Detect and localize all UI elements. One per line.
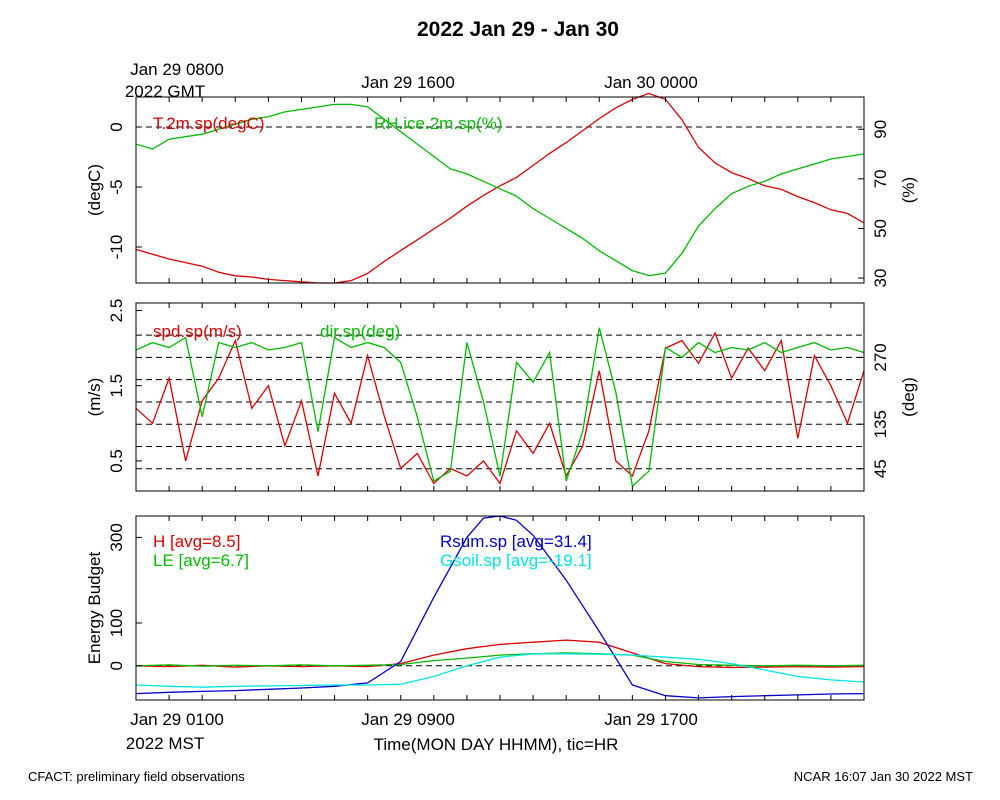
series-line-h-avg-8-5- bbox=[135, 639, 865, 669]
footer-right: NCAR 16:07 Jan 30 2022 MST bbox=[794, 769, 973, 784]
y-tick-label: 0 bbox=[107, 661, 126, 670]
series-line-gsoil-sp-avg-19-1- bbox=[135, 653, 865, 688]
top-time-label-1: Jan 29 0800 bbox=[130, 60, 224, 79]
series-line-le-avg-6-7- bbox=[135, 652, 865, 667]
legend-entry: Rsum.sp [avg=31.4] bbox=[440, 532, 592, 551]
y-tick-label: 0 bbox=[107, 122, 126, 131]
chart-title: 2022 Jan 29 - Jan 30 bbox=[417, 18, 619, 41]
y-axis-label: (m/s) bbox=[85, 378, 104, 417]
y2-axis-label: (%) bbox=[899, 177, 918, 203]
y-tick-label: -10 bbox=[107, 235, 126, 260]
wind-panel: 2.5 1.5 0.5 270 135 45 (m/s) (deg) spd.sp(m/s) di… bbox=[85, 299, 918, 492]
bottom-time-label-1-sub: 2022 MST bbox=[126, 734, 204, 753]
y-tick-label: 300 bbox=[107, 523, 126, 551]
legend-entry: T.2m.sp(degC) bbox=[153, 114, 264, 133]
y-tick-label: 0.5 bbox=[107, 449, 126, 473]
y2-axis-label: (deg) bbox=[899, 377, 918, 417]
bottom-time-label-2: Jan 29 0900 bbox=[361, 710, 455, 729]
bottom-time-label-1: Jan 29 0100 bbox=[130, 710, 224, 729]
y2-tick-label: 135 bbox=[871, 410, 890, 438]
legend-entry: LE [avg=6.7] bbox=[153, 551, 249, 570]
top-time-label-1-sub: 2022 GMT bbox=[125, 82, 205, 101]
y2-tick-label: 90 bbox=[871, 120, 890, 139]
y-axis-label: Energy Budget bbox=[85, 551, 104, 664]
series-line-dir-sp-deg- bbox=[135, 327, 865, 488]
bottom-time-label-3: Jan 29 1700 bbox=[604, 710, 698, 729]
plot-frame bbox=[135, 302, 865, 492]
y2-tick-label: 50 bbox=[871, 219, 890, 238]
temperature-rh-panel: 0 -5 -10 90 70 50 30 (degC) (%) T.2m.sp(degC) RH.i… bbox=[85, 92, 918, 288]
top-time-label-2: Jan 29 1600 bbox=[361, 73, 455, 92]
y-tick-label: 100 bbox=[107, 609, 126, 637]
y-tick-label: 2.5 bbox=[107, 299, 126, 323]
y2-tick-label: 30 bbox=[871, 269, 890, 288]
top-time-labels: Jan 29 0800 2022 GMT Jan 29 1600 Jan 30 … bbox=[125, 60, 698, 101]
series-line-spd-sp-m-s- bbox=[135, 331, 865, 485]
series-line-rh-ice-2m-sp- bbox=[135, 103, 865, 277]
footer-left: CFACT: preliminary field observations bbox=[28, 769, 245, 784]
y-axis-label: (degC) bbox=[85, 164, 104, 216]
y2-tick-label: 270 bbox=[871, 343, 890, 371]
legend-entry: spd.sp(m/s) bbox=[153, 322, 242, 341]
legend-entry: Gsoil.sp [avg=-19.1] bbox=[440, 551, 592, 570]
y2-tick-label: 70 bbox=[871, 169, 890, 188]
x-axis-label: Time(MON DAY HHMM), tic=HR bbox=[374, 735, 619, 754]
series-line-t-2m-sp-degc- bbox=[135, 92, 865, 284]
legend-entry: dir.sp(deg) bbox=[320, 322, 400, 341]
bottom-time-labels: Jan 29 0100 2022 MST Jan 29 0900 Jan 29 … bbox=[126, 710, 698, 753]
legend-entry: RH.ice.2m.sp(%) bbox=[374, 114, 502, 133]
top-time-label-3: Jan 30 0000 bbox=[604, 73, 698, 92]
y2-tick-label: 45 bbox=[871, 459, 890, 478]
y-tick-label: -5 bbox=[107, 179, 126, 194]
legend-entry: H [avg=8.5] bbox=[153, 532, 240, 551]
y-tick-label: 1.5 bbox=[107, 374, 126, 398]
